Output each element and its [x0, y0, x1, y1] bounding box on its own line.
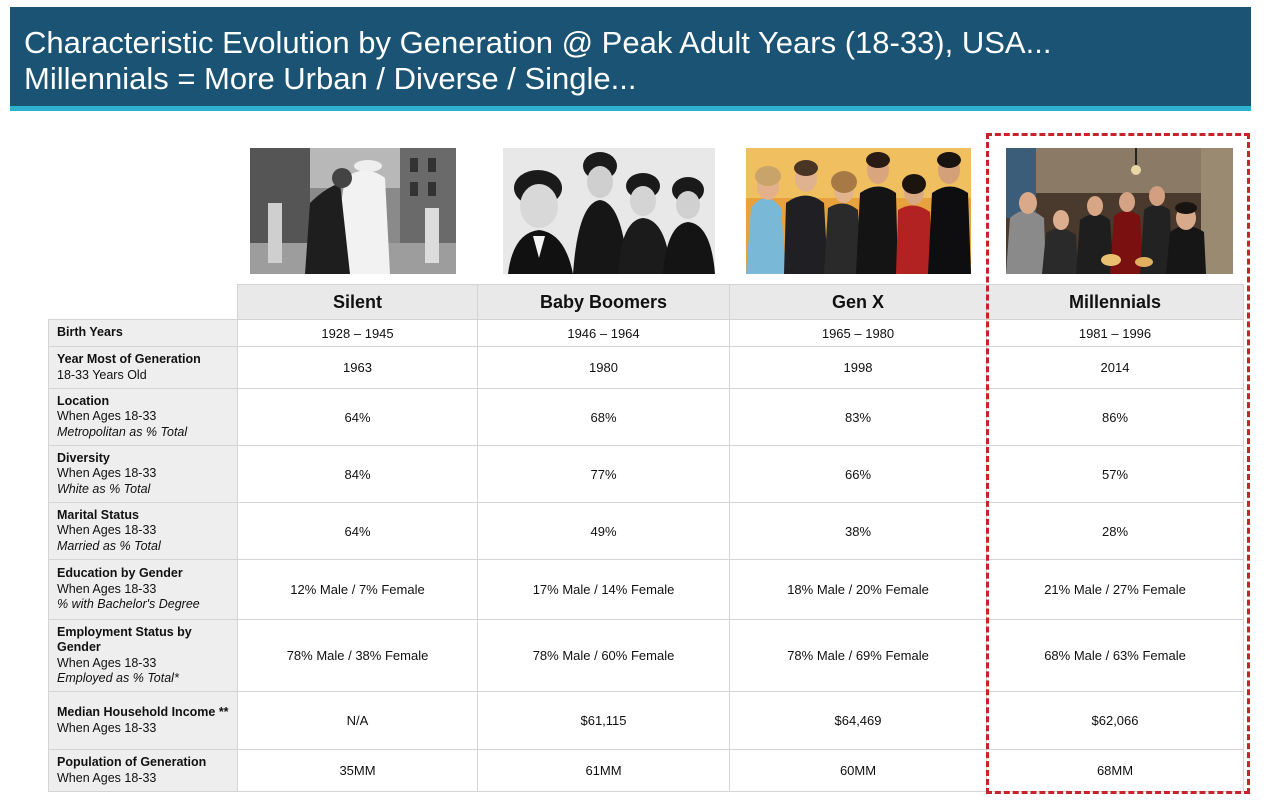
row-label-note: White as % Total	[57, 481, 151, 496]
table-row: Employment Status by Gender When Ages 18…	[48, 619, 1244, 692]
row-label: Marital Status When Ages 18-33 Married a…	[48, 502, 238, 560]
row-label-title: Year Most of Generation	[57, 352, 201, 366]
photo-millennials	[1006, 148, 1233, 274]
table-cell: $64,469	[729, 691, 987, 750]
table-cell: 78% Male / 38% Female	[237, 619, 478, 692]
photo-silent	[250, 148, 456, 274]
table-row: Diversity When Ages 18-33 White as % Tot…	[48, 445, 1244, 503]
table-row: Median Household Income ** When Ages 18-…	[48, 691, 1244, 750]
table-cell: 1963	[237, 346, 478, 389]
table-cell: 1998	[729, 346, 987, 389]
table-cell: 1981 – 1996	[986, 319, 1244, 347]
row-label: Education by Gender When Ages 18-33 % wi…	[48, 559, 238, 620]
table-cell: 64%	[237, 388, 478, 446]
row-label-subtitle: When Ages 18-33	[57, 523, 157, 538]
table-cell: 86%	[986, 388, 1244, 446]
row-label-title: Birth Years	[57, 325, 123, 340]
table-cell: 35MM	[237, 749, 478, 792]
table-cell: 21% Male / 27% Female	[986, 559, 1244, 620]
row-label-subtitle: 18-33 Years Old	[57, 367, 147, 382]
column-header-baby-boomers: Baby Boomers	[477, 284, 730, 320]
column-header-millennials: Millennials	[986, 284, 1244, 320]
table-corner	[49, 285, 238, 320]
row-label: Birth Years	[48, 319, 238, 347]
table-cell: 1928 – 1945	[237, 319, 478, 347]
row-label: Population of Generation When Ages 18-33	[48, 749, 238, 792]
table-cell: 57%	[986, 445, 1244, 503]
row-label-subtitle: When Ages 18-33	[57, 466, 157, 481]
row-label-subtitle: When Ages 18-33	[57, 720, 157, 735]
row-label-subtitle: When Ages 18-33	[57, 655, 157, 670]
row-label: Location When Ages 18-33 Metropolitan as…	[48, 388, 238, 446]
row-label-title: Location	[57, 393, 110, 408]
table-cell: 60MM	[729, 749, 987, 792]
row-label-subtitle: When Ages 18-33	[57, 770, 157, 785]
row-label: Diversity When Ages 18-33 White as % Tot…	[48, 445, 238, 503]
row-label-note: Metropolitan as % Total	[57, 424, 188, 439]
table-cell: 61MM	[477, 749, 730, 792]
row-label: Employment Status by Gender When Ages 18…	[48, 619, 238, 692]
table-cell: 68% Male / 63% Female	[986, 619, 1244, 692]
table-cell: 78% Male / 60% Female	[477, 619, 730, 692]
row-label-note: Employed as % Total*	[57, 671, 179, 685]
row-label-subtitle: When Ages 18-33	[57, 581, 157, 596]
table-cell: 18% Male / 20% Female	[729, 559, 987, 620]
row-label-title: Education by Gender	[57, 566, 183, 581]
table-cell: 66%	[729, 445, 987, 503]
table-cell: 2014	[986, 346, 1244, 389]
table-cell: 17% Male / 14% Female	[477, 559, 730, 620]
row-label-subtitle: When Ages 18-33	[57, 409, 157, 424]
table-cell: $62,066	[986, 691, 1244, 750]
generation-table: Silent Baby Boomers Gen X Millennials Bi…	[48, 284, 1244, 792]
row-label-note: % with Bachelor's Degree	[57, 597, 200, 612]
page-title-line-2: Millennials = More Urban / Diverse / Sin…	[24, 61, 637, 96]
table-cell: 77%	[477, 445, 730, 503]
table-cell: 83%	[729, 388, 987, 446]
table-cell: 64%	[237, 502, 478, 560]
table-cell: 78% Male / 69% Female	[729, 619, 987, 692]
column-header-gen-x: Gen X	[729, 284, 987, 320]
table-cell: 68%	[477, 388, 730, 446]
table-cell: 28%	[986, 502, 1244, 560]
table-row: Education by Gender When Ages 18-33 % wi…	[48, 559, 1244, 620]
table-row: Marital Status When Ages 18-33 Married a…	[48, 502, 1244, 560]
table-cell: 84%	[237, 445, 478, 503]
table-row: Year Most of Generation 18-33 Years Old …	[48, 346, 1244, 389]
row-label-title: Marital Status	[57, 507, 139, 522]
table-cell: 49%	[477, 502, 730, 560]
photo-baby-boomers	[503, 148, 715, 274]
table-cell: 1965 – 1980	[729, 319, 987, 347]
row-label: Year Most of Generation 18-33 Years Old	[48, 346, 238, 389]
row-label-title: Median Household Income **	[57, 705, 229, 719]
table-cell: 1980	[477, 346, 730, 389]
row-label: Median Household Income ** When Ages 18-…	[48, 691, 238, 750]
table-row: Population of Generation When Ages 18-33…	[48, 749, 1244, 792]
table-row: Location When Ages 18-33 Metropolitan as…	[48, 388, 1244, 446]
table-cell: 12% Male / 7% Female	[237, 559, 478, 620]
millennials-highlight-box	[986, 133, 1250, 794]
row-label-title: Diversity	[57, 450, 110, 465]
table-cell: 38%	[729, 502, 987, 560]
table-cell: 1946 – 1964	[477, 319, 730, 347]
photo-gen-x	[746, 148, 971, 274]
column-header-silent: Silent	[237, 284, 478, 320]
table-cell: N/A	[237, 691, 478, 750]
row-label-title: Population of Generation	[57, 755, 207, 769]
table-cell: $61,115	[477, 691, 730, 750]
row-label-note: Married as % Total	[57, 538, 161, 553]
page-title-line-1: Characteristic Evolution by Generation @…	[24, 25, 1052, 60]
row-label-title: Employment Status by Gender	[57, 624, 192, 655]
header-banner: Characteristic Evolution by Generation @…	[10, 7, 1251, 111]
